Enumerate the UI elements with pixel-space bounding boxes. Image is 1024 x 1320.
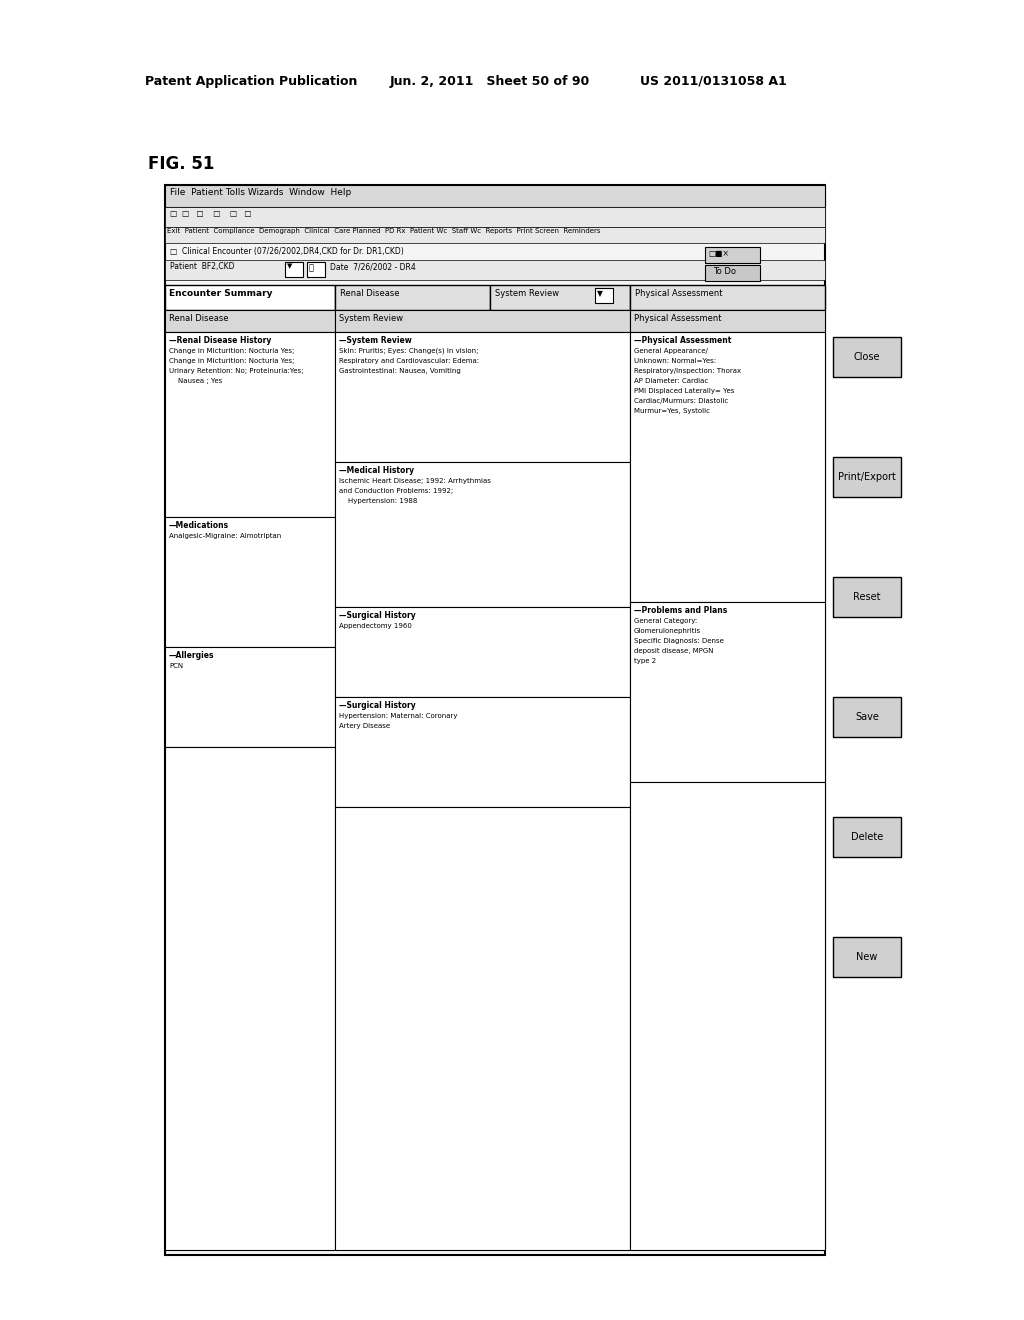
Text: Unknown: Normal=Yes:: Unknown: Normal=Yes: xyxy=(634,358,716,364)
Text: System Review: System Review xyxy=(495,289,559,298)
Text: General Appearance/: General Appearance/ xyxy=(634,348,708,354)
Text: Murmur=Yes, Systolic: Murmur=Yes, Systolic xyxy=(634,408,710,414)
Text: Encounter Summary: Encounter Summary xyxy=(169,289,272,298)
Text: To Do: To Do xyxy=(713,267,736,276)
Bar xyxy=(335,462,630,607)
Bar xyxy=(595,288,613,304)
Text: Urinary Retention: No; Proteinuria:Yes;: Urinary Retention: No; Proteinuria:Yes; xyxy=(169,368,303,374)
Text: Physical Assessment: Physical Assessment xyxy=(634,314,722,323)
Text: Physical Assessment: Physical Assessment xyxy=(635,289,723,298)
Text: Artery Disease: Artery Disease xyxy=(339,723,390,729)
Text: Appendectomy 1960: Appendectomy 1960 xyxy=(339,623,412,630)
Bar xyxy=(335,285,490,310)
Text: PMI Displaced Laterally= Yes: PMI Displaced Laterally= Yes xyxy=(634,388,734,393)
Bar xyxy=(630,333,825,602)
Bar xyxy=(630,285,825,310)
Bar xyxy=(165,227,825,243)
Bar xyxy=(165,260,825,280)
Bar xyxy=(165,207,825,227)
Bar xyxy=(165,333,335,517)
Bar xyxy=(165,185,825,1255)
Text: AP Diameter: Cardiac: AP Diameter: Cardiac xyxy=(634,378,709,384)
Bar xyxy=(833,937,901,977)
Text: System Review: System Review xyxy=(339,314,403,323)
Text: Ischemic Heart Disease; 1992: Arrhythmias: Ischemic Heart Disease; 1992: Arrhythmia… xyxy=(339,478,490,484)
Text: US 2011/0131058 A1: US 2011/0131058 A1 xyxy=(640,75,786,88)
Text: ▼: ▼ xyxy=(287,263,293,269)
Bar xyxy=(833,457,901,498)
Bar xyxy=(630,602,825,781)
Text: —Surgical History: —Surgical History xyxy=(339,701,416,710)
Text: ⌕: ⌕ xyxy=(309,263,314,272)
Text: Cardiac/Murmurs: Diastolic: Cardiac/Murmurs: Diastolic xyxy=(634,399,728,404)
Text: New: New xyxy=(856,952,878,962)
Text: Change in Micturition: Nocturia Yes;: Change in Micturition: Nocturia Yes; xyxy=(169,358,294,364)
Text: □■×: □■× xyxy=(708,249,729,257)
Bar xyxy=(335,607,630,697)
Text: PCN: PCN xyxy=(169,663,183,669)
Text: Skin: Pruritis; Eyes: Change(s) in vision;: Skin: Pruritis; Eyes: Change(s) in visio… xyxy=(339,348,478,355)
Text: Delete: Delete xyxy=(851,832,883,842)
Text: Print/Export: Print/Export xyxy=(838,473,896,482)
Text: Specific Diagnosis: Dense: Specific Diagnosis: Dense xyxy=(634,638,724,644)
Text: Close: Close xyxy=(854,352,881,362)
Text: Gastrointestinal: Nausea, Vomiting: Gastrointestinal: Nausea, Vomiting xyxy=(339,368,461,374)
Text: —Surgical History: —Surgical History xyxy=(339,611,416,620)
Bar xyxy=(630,310,825,333)
Text: —System Review: —System Review xyxy=(339,337,412,345)
Bar xyxy=(307,261,325,277)
Bar xyxy=(833,577,901,616)
Bar xyxy=(165,310,335,333)
Bar xyxy=(335,310,630,333)
Text: —Medications: —Medications xyxy=(169,521,229,531)
Text: Patient  BF2,CKD: Patient BF2,CKD xyxy=(170,261,234,271)
Bar xyxy=(833,337,901,378)
Bar xyxy=(165,647,335,747)
Bar xyxy=(833,817,901,857)
Text: □  □   □    □    □   □: □ □ □ □ □ □ xyxy=(170,209,252,218)
Text: —Medical History: —Medical History xyxy=(339,466,414,475)
Text: and Conduction Problems: 1992;: and Conduction Problems: 1992; xyxy=(339,488,454,494)
Text: Patent Application Publication: Patent Application Publication xyxy=(145,75,357,88)
Text: —Renal Disease History: —Renal Disease History xyxy=(169,337,271,345)
Text: deposit disease, MPGN: deposit disease, MPGN xyxy=(634,648,714,653)
Bar xyxy=(833,697,901,737)
Text: ▼: ▼ xyxy=(597,289,603,298)
Text: type 2: type 2 xyxy=(634,657,656,664)
Text: Glomerulonephritis: Glomerulonephritis xyxy=(634,628,701,634)
Bar xyxy=(335,333,630,462)
Text: Analgesic-Migraine: Almotriptan: Analgesic-Migraine: Almotriptan xyxy=(169,533,282,539)
Bar xyxy=(285,261,303,277)
Text: Nausea ; Yes: Nausea ; Yes xyxy=(169,378,222,384)
Text: —Problems and Plans: —Problems and Plans xyxy=(634,606,727,615)
Text: FIG. 51: FIG. 51 xyxy=(148,154,214,173)
Text: Hypertension: Maternal: Coronary: Hypertension: Maternal: Coronary xyxy=(339,713,458,719)
Bar xyxy=(705,247,760,263)
Bar xyxy=(165,747,335,1250)
Text: Save: Save xyxy=(855,711,879,722)
Text: Exit  Patient  Compliance  Demograph  Clinical  Care Planned  PD Rx  Patient Wc : Exit Patient Compliance Demograph Clinic… xyxy=(167,228,600,234)
Text: Respiratory/Inspection: Thorax: Respiratory/Inspection: Thorax xyxy=(634,368,741,374)
Bar xyxy=(705,265,760,281)
Text: Renal Disease: Renal Disease xyxy=(169,314,228,323)
Bar xyxy=(165,285,335,310)
Bar xyxy=(490,285,630,310)
Text: File  Patient Tolls Wizards  Window  Help: File Patient Tolls Wizards Window Help xyxy=(170,187,351,197)
Text: Change in Micturition: Nocturia Yes;: Change in Micturition: Nocturia Yes; xyxy=(169,348,294,354)
Text: Respiratory and Cardiovascular: Edema:: Respiratory and Cardiovascular: Edema: xyxy=(339,358,479,364)
Text: Renal Disease: Renal Disease xyxy=(340,289,399,298)
Text: General Category:: General Category: xyxy=(634,618,697,624)
Bar xyxy=(335,807,630,1250)
Text: □  Clinical Encounter (07/26/2002,DR4,CKD for Dr. DR1,CKD): □ Clinical Encounter (07/26/2002,DR4,CKD… xyxy=(170,247,403,256)
Bar xyxy=(335,697,630,807)
Text: Jun. 2, 2011   Sheet 50 of 90: Jun. 2, 2011 Sheet 50 of 90 xyxy=(390,75,590,88)
Text: Date  7/26/2002 - DR4: Date 7/26/2002 - DR4 xyxy=(330,261,416,271)
Text: —Allergies: —Allergies xyxy=(169,651,214,660)
Text: —Physical Assessment: —Physical Assessment xyxy=(634,337,731,345)
Text: Reset: Reset xyxy=(853,591,881,602)
Bar xyxy=(165,517,335,647)
Bar xyxy=(630,781,825,1250)
Bar xyxy=(165,185,825,207)
Text: Hypertension: 1988: Hypertension: 1988 xyxy=(339,498,418,504)
